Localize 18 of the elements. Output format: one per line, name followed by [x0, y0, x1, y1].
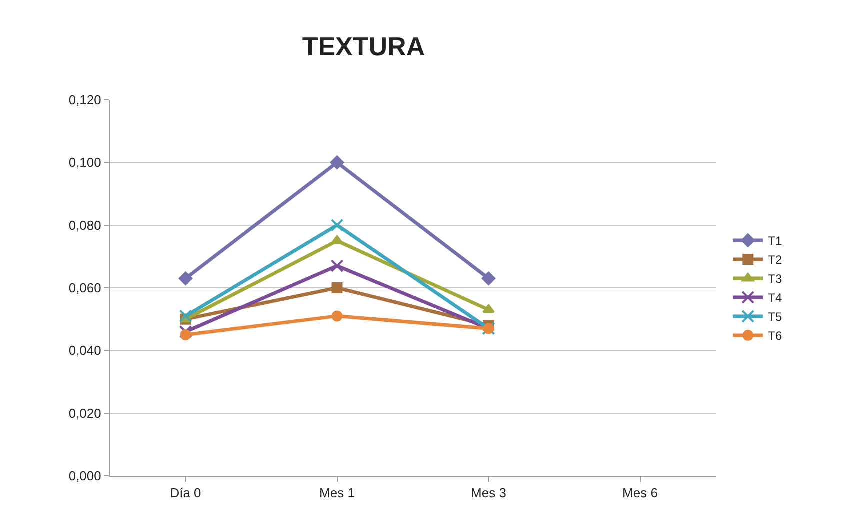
- x-tick-label: Día 0: [170, 486, 202, 501]
- legend-label: T5: [768, 310, 782, 324]
- x-tick-label: Mes 3: [471, 486, 506, 501]
- legend-label: T4: [768, 291, 782, 306]
- y-tick-label: 0,040: [68, 343, 102, 358]
- x-tick-label: Mes 6: [622, 486, 658, 501]
- x-tick-label: Mes 1: [320, 486, 355, 501]
- y-tick-label: 0,000: [68, 468, 102, 484]
- chart-title: TEXTURA: [302, 31, 426, 62]
- y-tick-label: 0,120: [68, 92, 102, 108]
- y-tick-label: 0,080: [68, 218, 102, 233]
- y-tick-label: 0,060: [68, 280, 102, 296]
- legend-label: T3: [768, 272, 782, 286]
- y-tick-label: 0,100: [68, 155, 102, 170]
- y-tick-label: 0,020: [68, 406, 102, 421]
- legend-label: T6: [768, 329, 782, 344]
- legend-label: T2: [768, 253, 782, 268]
- legend-label: T1: [768, 234, 782, 248]
